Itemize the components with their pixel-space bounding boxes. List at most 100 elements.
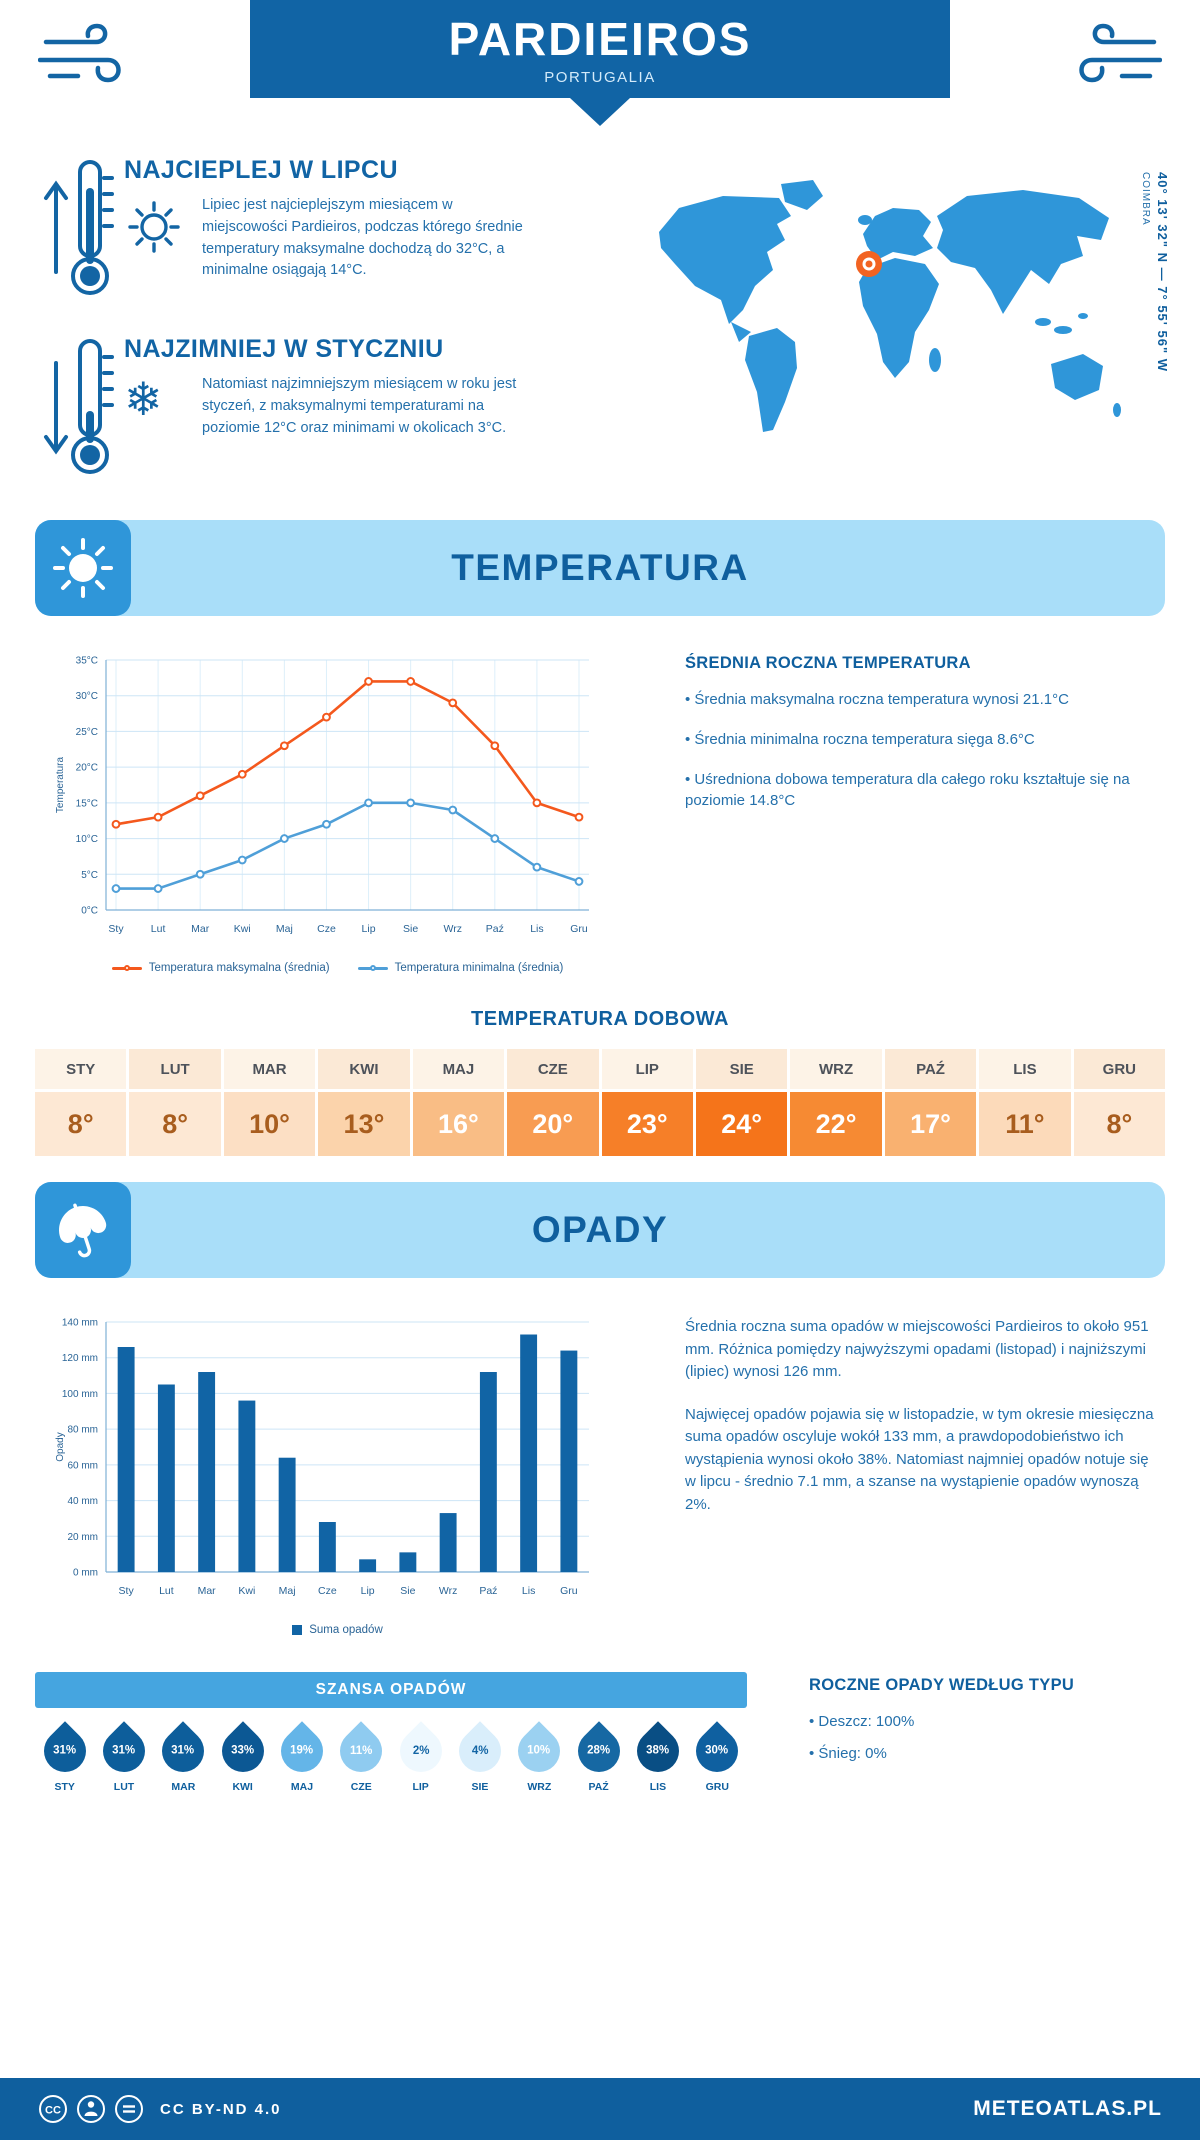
- svg-text:Mar: Mar: [198, 1585, 217, 1597]
- svg-text:Kwi: Kwi: [234, 923, 251, 935]
- cc-icon: CC: [39, 2095, 67, 2123]
- svg-text:Mar: Mar: [191, 923, 210, 935]
- warmest-month-detail: Lipiec jest najcieplejszym miesiącem w m…: [124, 195, 532, 282]
- precipitation-paragraph: Najwięcej opadów pojawia się w listopadz…: [685, 1405, 1154, 1513]
- svg-text:Cze: Cze: [318, 1585, 337, 1597]
- daily-temp-column: SIE 24°: [695, 1049, 788, 1156]
- svg-text:40 mm: 40 mm: [67, 1496, 98, 1507]
- chance-droplets: 31% STY 31% LUT 31% MAR 33% KWI 19% MAJ 11% CZE 2% LI…: [34, 1721, 747, 1793]
- daily-temp-column: STY 8°: [35, 1049, 127, 1156]
- chance-droplet-item: 19% MAJ: [272, 1721, 332, 1793]
- chance-value: 4%: [471, 1745, 489, 1757]
- svg-text:0 mm: 0 mm: [73, 1568, 98, 1579]
- droplet-icon: 28%: [568, 1721, 629, 1781]
- precipitation-paragraph: Średnia roczna suma opadów w miejscowośc…: [685, 1318, 1149, 1380]
- chance-droplet-item: 31% MAR: [153, 1721, 214, 1793]
- daily-temp-value: 8°: [35, 1092, 127, 1156]
- warmest-month-fact: NAJCIEPLEJ W LIPCU: [40, 154, 615, 309]
- chance-value: 31%: [171, 1745, 195, 1757]
- svg-text:Gru: Gru: [560, 1585, 578, 1597]
- svg-text:5°C: 5°C: [81, 870, 98, 881]
- chance-droplet-item: 2% LIP: [390, 1721, 451, 1793]
- chance-month-label: LIP: [412, 1781, 429, 1793]
- legend-square-marker: [292, 1625, 303, 1635]
- legend-dot-marker: [123, 965, 130, 971]
- daily-temp-value: 24°: [695, 1092, 788, 1156]
- svg-text:Sie: Sie: [400, 1585, 415, 1597]
- precipitation-paragraphs: Średnia roczna suma opadów w miejscowośc…: [685, 1316, 1155, 1516]
- svg-text:Wrz: Wrz: [443, 923, 461, 935]
- annual-temperature-bullet: Uśredniona dobowa temperatura dla całego…: [685, 769, 1155, 813]
- svg-text:Sty: Sty: [108, 923, 124, 935]
- svg-text:Wrz: Wrz: [439, 1585, 457, 1597]
- legend-item: Temperatura maksymalna (średnia): [111, 962, 330, 974]
- daily-temp-value: 11°: [979, 1092, 1071, 1156]
- daily-temp-column: MAR 10°: [223, 1049, 316, 1156]
- svg-text:60 mm: 60 mm: [67, 1460, 98, 1471]
- precipitation-summary: Średnia roczna suma opadów w miejscowośc…: [625, 1308, 1155, 1636]
- chance-month-label: MAR: [171, 1781, 196, 1793]
- daily-month-label: KWI: [318, 1049, 410, 1089]
- daily-month-label: PAŹ: [884, 1049, 977, 1089]
- precipitation-band: OPADY: [35, 1182, 1165, 1278]
- daily-temp-value: 22°: [790, 1092, 882, 1156]
- legend-line-marker: [111, 965, 142, 971]
- chance-value: 30%: [705, 1745, 729, 1757]
- temperature-line-chart: 0°C 5°C 10°C 15°C 20°C 25°C 30°C 35°C Sty Lut Mar K…: [55, 656, 589, 935]
- svg-text:Paź: Paź: [479, 1585, 497, 1597]
- license-badges: CC: [38, 2094, 144, 2124]
- chance-value: 31%: [53, 1745, 77, 1757]
- thermometer-up-icon: [44, 160, 114, 295]
- annual-temperature-bullet: Średnia maksymalna roczna temperatura wy…: [685, 689, 1155, 711]
- chance-month-label: LIS: [649, 1781, 667, 1793]
- coldest-month-detail: ❄ Natomiast najzimniejszym miesiącem w r…: [124, 374, 532, 439]
- svg-text:100 mm: 100 mm: [62, 1389, 98, 1400]
- precipitation-content: 0 mm 20 mm 40 mm 60 mm 80 mm 100 mm 120 mm 140 …: [0, 1278, 1200, 1637]
- daily-temperature-table: STY 8° LUT 8° MAR 10° KWI 13° MAJ 16° CZE 20° LIP 23°…: [35, 1049, 1166, 1156]
- coldest-month-body: NAJZIMNIEJ W STYCZNIU ❄ Natomiast najzim…: [124, 333, 532, 488]
- warmest-month-text: Lipiec jest najcieplejszym miesiącem w m…: [202, 197, 523, 279]
- world-map: [659, 180, 1121, 432]
- chance-value: 2%: [412, 1745, 429, 1757]
- coldest-month-heading: NAJZIMNIEJ W STYCZNIU: [124, 335, 444, 363]
- daily-temp-value: 10°: [223, 1092, 316, 1156]
- daily-temp-value: 8°: [1073, 1092, 1166, 1156]
- chance-value: 19%: [290, 1745, 314, 1757]
- daily-temp-column: KWI 13°: [318, 1049, 410, 1156]
- coordinates-label: 40° 13' 32" N — 7° 55' 56" W: [1155, 172, 1170, 372]
- license-label: CC BY-ND 4.0: [160, 2100, 282, 2118]
- chance-droplet-item: 10% WRZ: [509, 1721, 569, 1793]
- daily-month-label: MAJ: [412, 1049, 505, 1089]
- svg-text:Sie: Sie: [403, 923, 418, 935]
- daily-month-label: STY: [35, 1049, 127, 1089]
- daily-temp-column: LIP 23°: [601, 1049, 693, 1156]
- brand-label: METEOATLAS.PL: [973, 2097, 1162, 2120]
- droplet-icon: 33%: [212, 1721, 273, 1781]
- svg-text:CC: CC: [45, 2105, 61, 2117]
- temperature-summary: ŚREDNIA ROCZNA TEMPERATURA Średnia maksy…: [625, 646, 1155, 974]
- precipitation-chart-legend: Suma opadów: [50, 1624, 625, 1636]
- page-subtitle: PORTUGALIA: [544, 69, 656, 86]
- wind-icon: [38, 23, 121, 83]
- svg-text:80 mm: 80 mm: [67, 1425, 98, 1436]
- chance-droplet-item: 4% SIE: [450, 1721, 510, 1793]
- svg-text:Maj: Maj: [279, 1585, 296, 1597]
- svg-text:0°C: 0°C: [81, 906, 98, 917]
- svg-text:30°C: 30°C: [76, 691, 98, 702]
- chance-month-label: LUT: [113, 1781, 135, 1793]
- droplet-icon: 11%: [331, 1721, 391, 1781]
- svg-text:Lut: Lut: [151, 923, 166, 935]
- cc-nd-icon: [115, 2095, 143, 2123]
- wind-icon: [1079, 23, 1162, 83]
- svg-text:Paź: Paź: [486, 923, 504, 935]
- chance-droplet-item: 28% PAŹ: [568, 1721, 629, 1793]
- sun-line-icon: [124, 195, 186, 282]
- chance-droplet-item: 31% STY: [34, 1721, 95, 1793]
- svg-text:15°C: 15°C: [76, 798, 98, 809]
- svg-text:Lip: Lip: [361, 1585, 375, 1597]
- temperature-content: 0°C 5°C 10°C 15°C 20°C 25°C 30°C 35°C Sty Lut Mar K…: [0, 616, 1200, 974]
- chance-month-label: WRZ: [527, 1781, 552, 1793]
- droplet-icon: 31%: [34, 1721, 95, 1781]
- chance-month-label: PAŹ: [588, 1781, 609, 1793]
